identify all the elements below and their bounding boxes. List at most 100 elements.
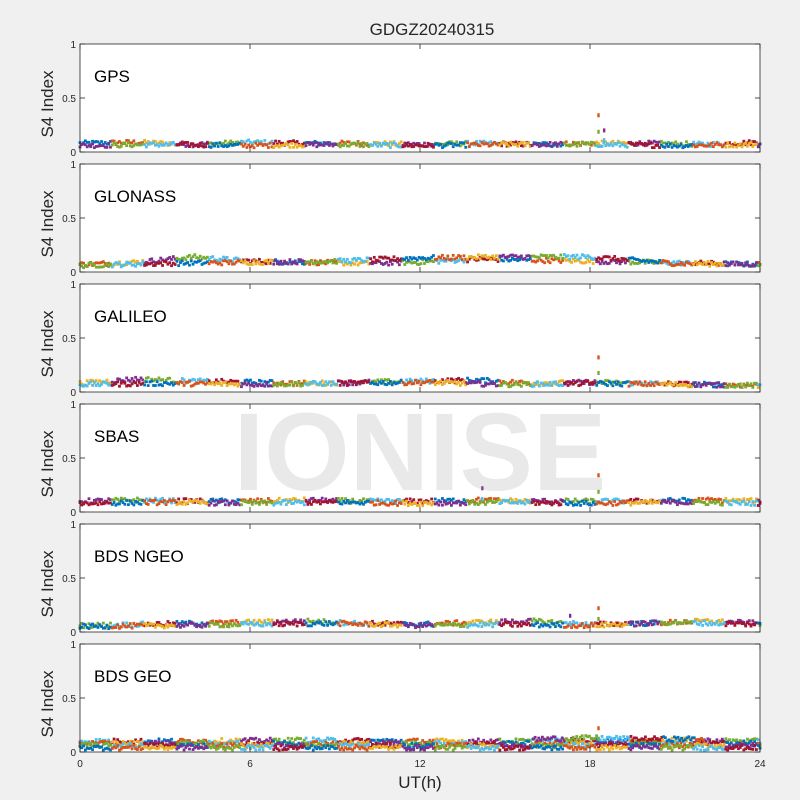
data-point: [446, 502, 450, 505]
data-point: [202, 742, 206, 746]
data-point: [180, 740, 184, 744]
data-point: [223, 380, 227, 384]
data-point: [419, 500, 423, 504]
data-point: [344, 620, 347, 624]
data-point: [615, 624, 618, 628]
data-point: [744, 141, 748, 145]
y-axis-label: S4 Index: [38, 70, 57, 138]
data-point: [182, 378, 186, 382]
data-point: [428, 741, 432, 744]
data-point: [412, 737, 416, 741]
data-point: [690, 502, 694, 506]
data-point: [136, 624, 139, 628]
data-point: [358, 382, 362, 386]
data-point: [559, 144, 563, 148]
data-point: [284, 503, 288, 507]
data-point: [634, 624, 638, 628]
data-point: [200, 499, 204, 503]
data-point: [746, 260, 749, 264]
data-point: [198, 254, 202, 258]
data-point: [179, 743, 182, 746]
data-point: [729, 385, 733, 389]
data-point: [365, 499, 369, 503]
data-point: [335, 143, 338, 146]
data-point: [507, 620, 511, 624]
data-point: [573, 259, 577, 263]
data-point: [747, 384, 751, 387]
data-point: [720, 385, 724, 389]
data-point: [148, 497, 152, 501]
data-point: [537, 141, 541, 145]
data-point: [308, 262, 312, 266]
data-point: [105, 142, 109, 146]
data-point: [189, 379, 193, 382]
data-point: [338, 624, 342, 628]
data-point: [527, 254, 530, 258]
data-point: [220, 144, 224, 148]
data-point: [738, 498, 742, 502]
data-point: [537, 256, 541, 260]
data-point: [218, 257, 222, 261]
data-point: [304, 499, 308, 503]
data-point: [557, 384, 561, 388]
data-point: [577, 624, 581, 628]
data-point: [532, 384, 536, 388]
data-point: [279, 502, 283, 506]
data-point: [710, 742, 713, 746]
data-point: [512, 254, 516, 258]
data-point: [717, 623, 721, 627]
data-point: [275, 499, 279, 502]
data-point: [308, 382, 312, 386]
data-point: [674, 140, 678, 144]
data-point: [121, 264, 125, 268]
data-point: [317, 263, 321, 267]
data-point: [554, 143, 557, 147]
data-point: [719, 739, 722, 743]
data-point: [554, 380, 557, 384]
data-point: [507, 382, 511, 386]
data-point: [277, 621, 281, 624]
data-point: [677, 621, 681, 625]
data-point: [365, 256, 369, 260]
data-point: [466, 382, 469, 385]
data-point: [263, 619, 267, 622]
data-point: [103, 263, 107, 267]
data-point: [207, 262, 211, 266]
data-point: [722, 499, 726, 503]
data-point: [415, 501, 419, 505]
y-tick-label: 0: [70, 388, 76, 399]
data-point: [724, 260, 728, 264]
data-point: [566, 497, 570, 501]
spike-point: [568, 613, 572, 618]
data-point: [638, 742, 642, 746]
data-point: [387, 498, 391, 501]
data-point: [213, 381, 216, 385]
data-point: [686, 502, 690, 506]
data-point: [234, 737, 238, 741]
data-point: [618, 381, 622, 385]
data-point: [180, 377, 184, 380]
data-point: [738, 142, 742, 146]
data-point: [100, 625, 103, 628]
data-point: [516, 502, 520, 505]
data-point: [193, 382, 197, 386]
data-point: [672, 142, 676, 146]
data-point: [685, 140, 688, 144]
data-point: [604, 379, 608, 382]
data-point: [733, 739, 737, 743]
data-point: [392, 141, 396, 145]
data-point: [525, 141, 529, 145]
data-point: [180, 743, 184, 746]
data-point: [704, 383, 708, 387]
data-point: [543, 141, 547, 145]
data-point: [606, 379, 609, 383]
data-point: [205, 377, 209, 381]
data-point: [647, 739, 651, 743]
data-point: [437, 143, 441, 147]
data-point: [286, 744, 290, 748]
data-point: [726, 741, 730, 744]
data-point: [528, 617, 532, 621]
data-point: [631, 620, 635, 624]
data-point: [227, 501, 231, 505]
data-point: [191, 377, 195, 381]
